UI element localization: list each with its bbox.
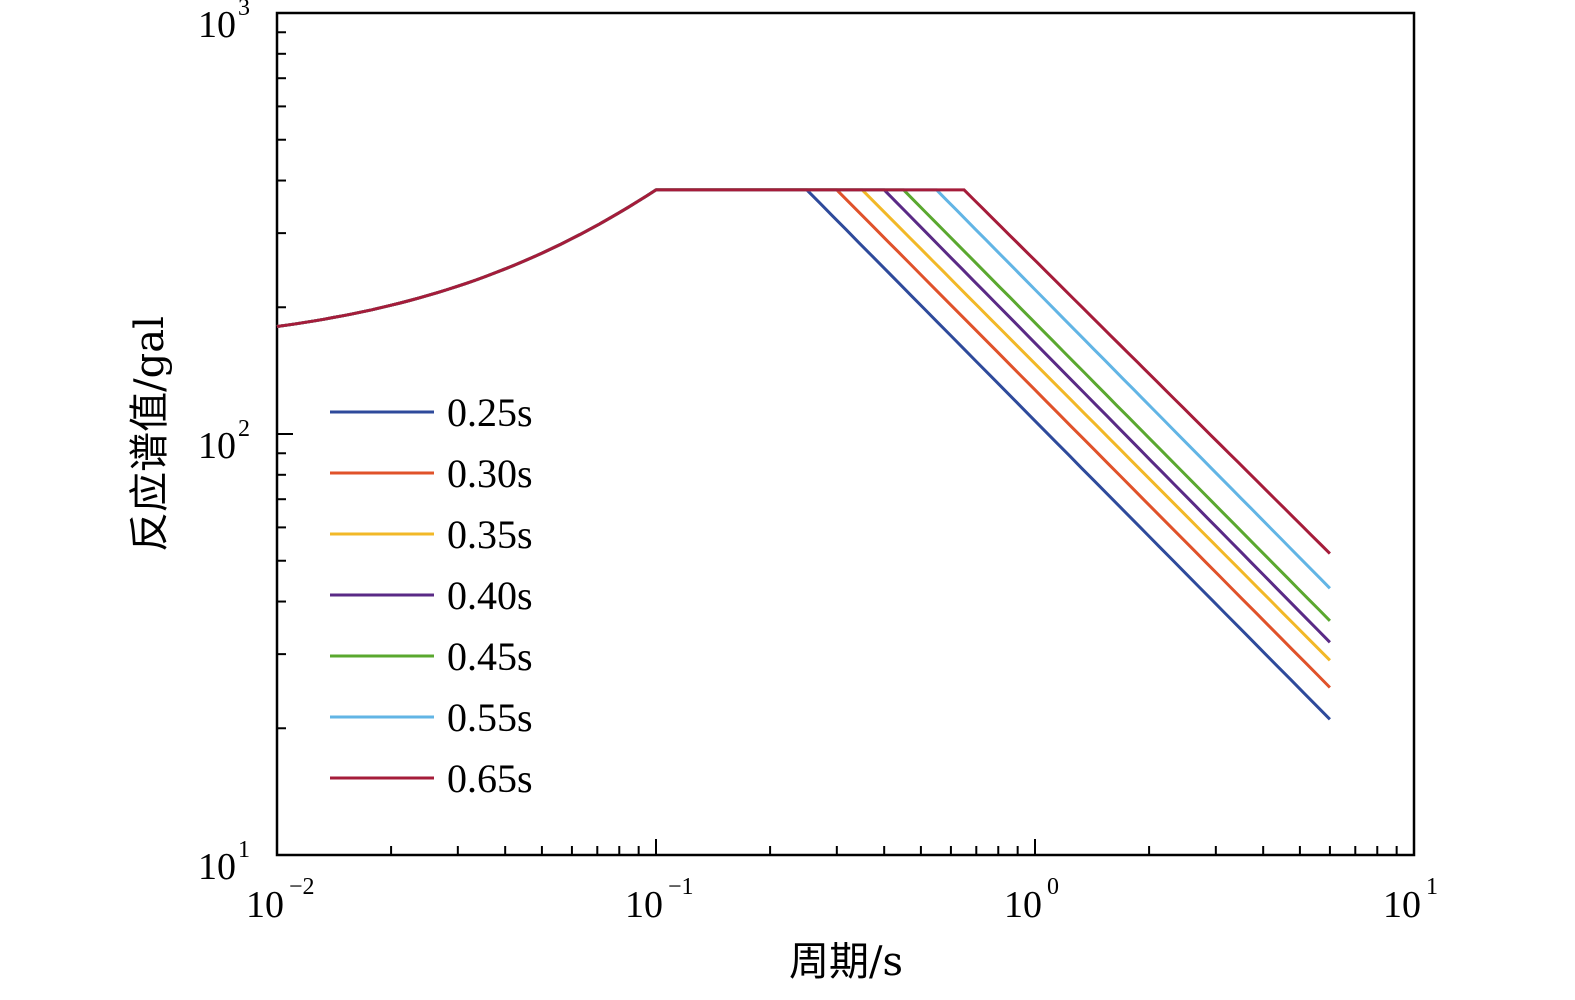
legend-label-0.35s: 0.35s	[447, 512, 533, 557]
y-tick-label: 10	[198, 846, 236, 888]
series-lines	[276, 188, 1331, 721]
legend-label-0.65s: 0.65s	[447, 756, 533, 801]
legend-label-0.40s: 0.40s	[447, 573, 533, 618]
y-tick-label-exponent: 3	[238, 0, 250, 21]
x-tick-label-exponent: −2	[289, 874, 315, 900]
x-tick-label: 10	[1383, 884, 1421, 926]
x-tick-label: 10	[1004, 884, 1042, 926]
series-line-0.45s	[276, 188, 1331, 622]
y-axis-title: 反应谱值/gal	[127, 316, 173, 552]
legend-label-0.45s: 0.45s	[447, 634, 533, 679]
x-tick-labels: 10 −2 10 −1 10 0 10 1	[246, 874, 1438, 926]
x-tick-label-exponent: 1	[1426, 874, 1438, 900]
y-tick-label-exponent: 1	[238, 837, 250, 863]
legend-label-0.25s: 0.25s	[447, 390, 533, 435]
y-tick-label: 10	[198, 425, 236, 467]
x-axis-title: 周期/s	[789, 939, 903, 985]
x-tick-label: 10	[246, 884, 284, 926]
x-tick-label-exponent: −1	[668, 874, 694, 900]
series-line-0.65s	[276, 188, 1331, 555]
series-line-0.40s	[276, 188, 1331, 644]
x-tick-label: 10	[625, 884, 663, 926]
legend: 0.25s 0.30s 0.35s 0.40s 0.45s 0.55s 0.65s	[330, 390, 533, 801]
series-line-0.35s	[276, 188, 1331, 662]
y-tick-label-exponent: 2	[238, 416, 250, 442]
x-tick-label-exponent: 0	[1047, 874, 1059, 900]
series-line-0.30s	[276, 188, 1331, 689]
legend-label-0.30s: 0.30s	[447, 451, 533, 496]
minor-ticks	[276, 31, 1398, 856]
legend-label-0.55s: 0.55s	[447, 695, 533, 740]
series-line-0.25s	[276, 188, 1331, 721]
y-tick-label: 10	[198, 4, 236, 46]
